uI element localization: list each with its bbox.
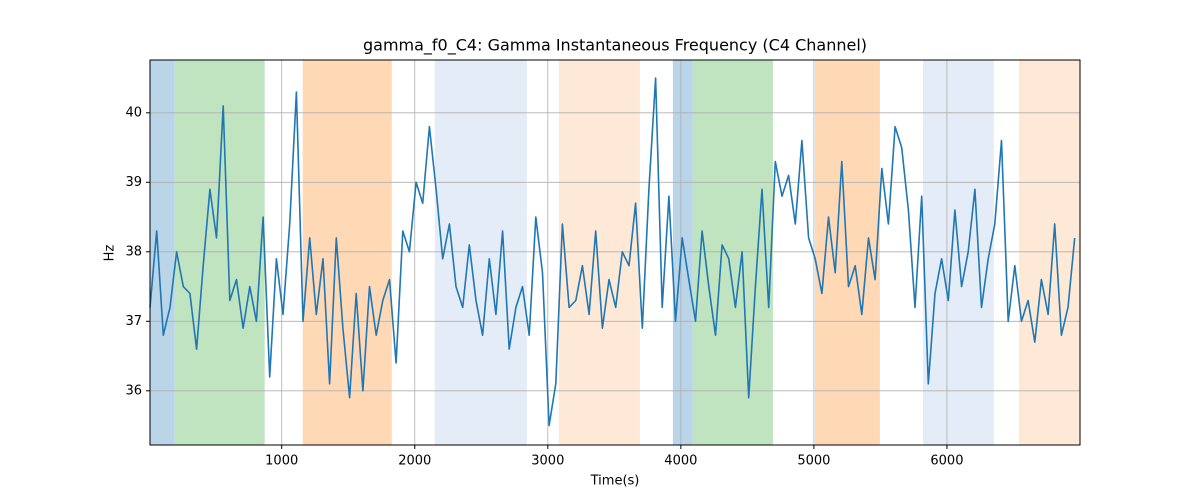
plot-frame xyxy=(149,59,1081,446)
shaded-span xyxy=(150,60,175,445)
y-tick-label: 37 xyxy=(125,314,142,329)
shaded-span xyxy=(1018,60,1080,445)
x-axis-label: Time(s) xyxy=(590,474,640,489)
shaded-span xyxy=(302,60,392,445)
shaded-span xyxy=(558,60,640,445)
x-tick-label: 5000 xyxy=(797,454,830,469)
y-axis-label: Hz xyxy=(103,245,118,262)
y-tick-label: 40 xyxy=(125,105,142,120)
shaded-span xyxy=(672,60,693,445)
chart-title: gamma_f0_C4: Gamma Instantaneous Frequen… xyxy=(363,36,867,56)
shaded-span xyxy=(434,60,527,445)
x-tick-label: 1000 xyxy=(265,454,298,469)
x-tick-label: 6000 xyxy=(930,454,963,469)
y-tick-label: 36 xyxy=(125,383,142,398)
data-line xyxy=(149,77,1076,427)
y-tick-label: 38 xyxy=(125,244,142,259)
x-tick-label: 3000 xyxy=(531,454,564,469)
shaded-span xyxy=(692,60,773,445)
y-tick-label: 39 xyxy=(125,175,142,190)
shaded-span xyxy=(174,60,265,445)
x-tick-label: 2000 xyxy=(398,454,431,469)
x-tick-label: 4000 xyxy=(664,454,697,469)
